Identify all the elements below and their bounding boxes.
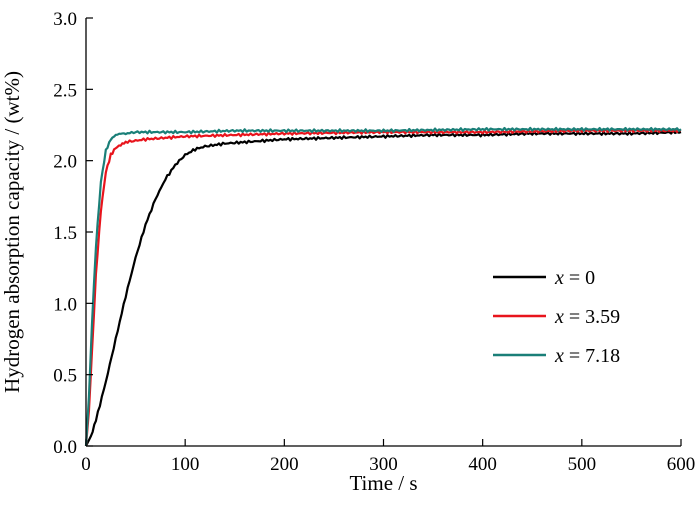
legend-variable: x [554,345,564,367]
x-tick-label: 600 [667,454,696,475]
legend-value: = 3.59 [564,306,620,328]
legend-variable: x [554,267,564,289]
x-tick-label: 400 [468,454,497,475]
ticks: 0 100 200 300 400 500 600 0.0 0.5 1.0 1.5 2.0 2.5 3.0 [53,9,695,475]
x-tick-label: 300 [369,454,398,475]
legend: x = 0x = 3.59x = 7.18 [493,267,620,367]
legend-value: = 0 [564,267,595,289]
legend-label-0: x = 0 [554,267,595,289]
x-tick-label: 200 [270,454,299,475]
x-tick-label: 100 [171,454,200,475]
y-tick-label: 0.5 [53,366,77,387]
y-tick-label: 0.0 [53,437,77,458]
plot-frame [86,18,681,446]
x-tick-label: 0 [81,454,91,475]
y-tick-label: 1.0 [53,294,77,315]
x-axis-title: Time / s [349,471,417,495]
legend-variable: x [554,306,564,328]
y-tick-label: 2.0 [53,152,77,173]
legend-value: = 7.18 [564,345,620,367]
axes [85,18,681,447]
y-axis-title: Hydrogen absorption capacity / (wt%) [0,71,24,393]
series-layer [84,126,682,447]
x-tick-label: 500 [568,454,597,475]
y-tick-label: 3.0 [53,9,77,30]
y-tick-label: 2.5 [53,80,77,101]
legend-label-1: x = 3.59 [554,306,620,328]
legend-label-2: x = 7.18 [554,345,620,367]
y-tick-label: 1.5 [53,223,77,244]
series-line-0 [85,130,682,447]
series-line-2 [84,126,682,447]
